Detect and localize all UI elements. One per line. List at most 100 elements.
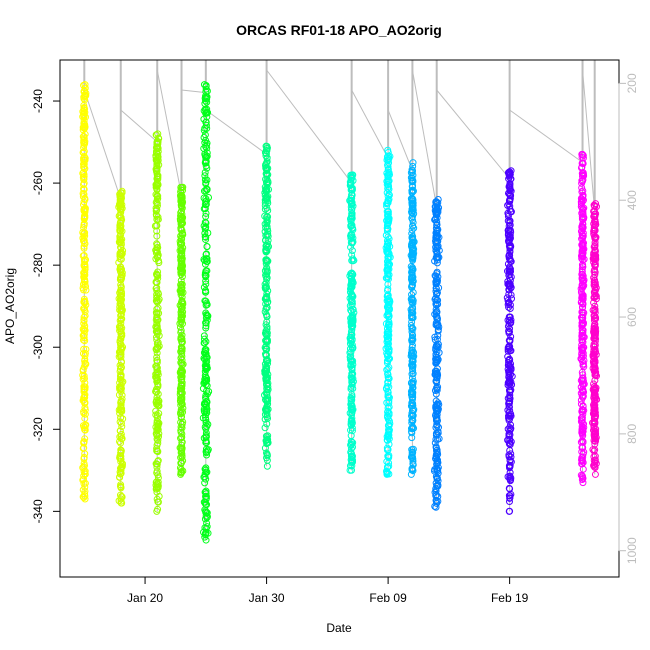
- data-point: [117, 304, 125, 312]
- data-point: [116, 235, 124, 243]
- data-point: [154, 304, 162, 312]
- data-point: [408, 391, 416, 399]
- data-point: [80, 372, 88, 380]
- data-point: [385, 155, 393, 163]
- data-point: [578, 151, 586, 159]
- data-point: [153, 364, 161, 372]
- data-point: [505, 327, 513, 335]
- chart-title: ORCAS RF01-18 APO_AO2orig: [236, 22, 442, 38]
- data-point: [153, 377, 161, 385]
- data-point: [154, 138, 162, 146]
- data-point: [177, 449, 185, 457]
- data-point: [384, 311, 392, 319]
- data-point: [177, 354, 185, 362]
- data-point: [177, 236, 185, 244]
- data-point: [117, 222, 125, 230]
- data-point: [432, 455, 440, 463]
- right-tick-label: 600: [625, 307, 639, 327]
- data-point: [116, 437, 124, 445]
- data-point: [263, 462, 271, 470]
- data-point: [179, 219, 187, 227]
- data-point: [506, 457, 514, 465]
- data-point: [578, 188, 586, 196]
- data-point: [155, 161, 163, 169]
- data-point: [262, 170, 270, 178]
- data-point: [409, 212, 417, 220]
- data-point: [349, 439, 357, 447]
- data-point: [347, 223, 355, 231]
- data-point: [385, 470, 393, 478]
- data-point: [80, 273, 88, 281]
- flight-points: [261, 142, 273, 470]
- data-point: [201, 172, 209, 180]
- data-point: [505, 316, 513, 324]
- data-point: [409, 347, 417, 355]
- data-point: [262, 224, 270, 232]
- data-point: [578, 322, 586, 330]
- data-point: [155, 397, 163, 405]
- data-point: [579, 300, 587, 308]
- data-point: [116, 409, 124, 417]
- data-point: [201, 229, 209, 237]
- data-point: [117, 448, 125, 456]
- data-point: [591, 283, 599, 291]
- data-point: [202, 464, 210, 472]
- data-point: [409, 288, 417, 296]
- data-point: [383, 436, 391, 444]
- data-point: [202, 466, 210, 474]
- data-point: [264, 386, 272, 394]
- data-point: [81, 84, 89, 92]
- data-point: [81, 404, 89, 412]
- data-point: [79, 284, 87, 292]
- data-point: [80, 494, 88, 502]
- data-point: [204, 109, 212, 117]
- flight-points: [382, 146, 394, 478]
- data-point: [590, 243, 598, 251]
- data-point: [384, 210, 392, 218]
- data-point: [116, 316, 124, 324]
- data-point: [383, 366, 391, 374]
- data-point: [153, 293, 161, 301]
- data-point: [591, 369, 599, 377]
- data-point: [116, 192, 124, 200]
- data-point: [504, 353, 512, 361]
- data-point: [506, 391, 514, 399]
- data-point: [432, 484, 440, 492]
- data-point: [433, 218, 441, 226]
- data-point: [347, 274, 355, 282]
- data-point: [591, 321, 599, 329]
- data-point: [79, 422, 87, 430]
- data-point: [433, 227, 441, 235]
- data-point: [177, 388, 185, 396]
- data-point: [408, 388, 416, 396]
- data-point: [153, 388, 161, 396]
- data-point: [349, 315, 357, 323]
- data-point: [200, 187, 208, 195]
- right-tick-label: 400: [625, 190, 639, 210]
- data-point: [591, 246, 599, 254]
- data-point: [263, 420, 271, 428]
- data-point: [153, 359, 161, 367]
- data-point: [202, 322, 210, 330]
- data-point: [80, 110, 88, 118]
- data-point: [432, 287, 440, 295]
- data-point: [178, 203, 186, 211]
- data-point: [578, 284, 586, 292]
- data-point: [349, 384, 357, 392]
- data-point: [578, 184, 586, 192]
- data-point: [117, 481, 125, 489]
- data-point: [592, 233, 600, 241]
- data-point: [579, 425, 587, 433]
- data-point: [348, 466, 356, 474]
- data-point: [384, 404, 392, 412]
- data-point: [81, 426, 89, 434]
- data-point: [591, 286, 599, 294]
- data-point: [153, 271, 161, 279]
- data-point: [153, 447, 161, 455]
- data-point: [578, 223, 586, 231]
- data-point: [579, 170, 587, 178]
- data-point: [80, 104, 88, 112]
- data-point: [349, 374, 357, 382]
- data-point: [80, 463, 88, 471]
- data-point: [382, 385, 390, 393]
